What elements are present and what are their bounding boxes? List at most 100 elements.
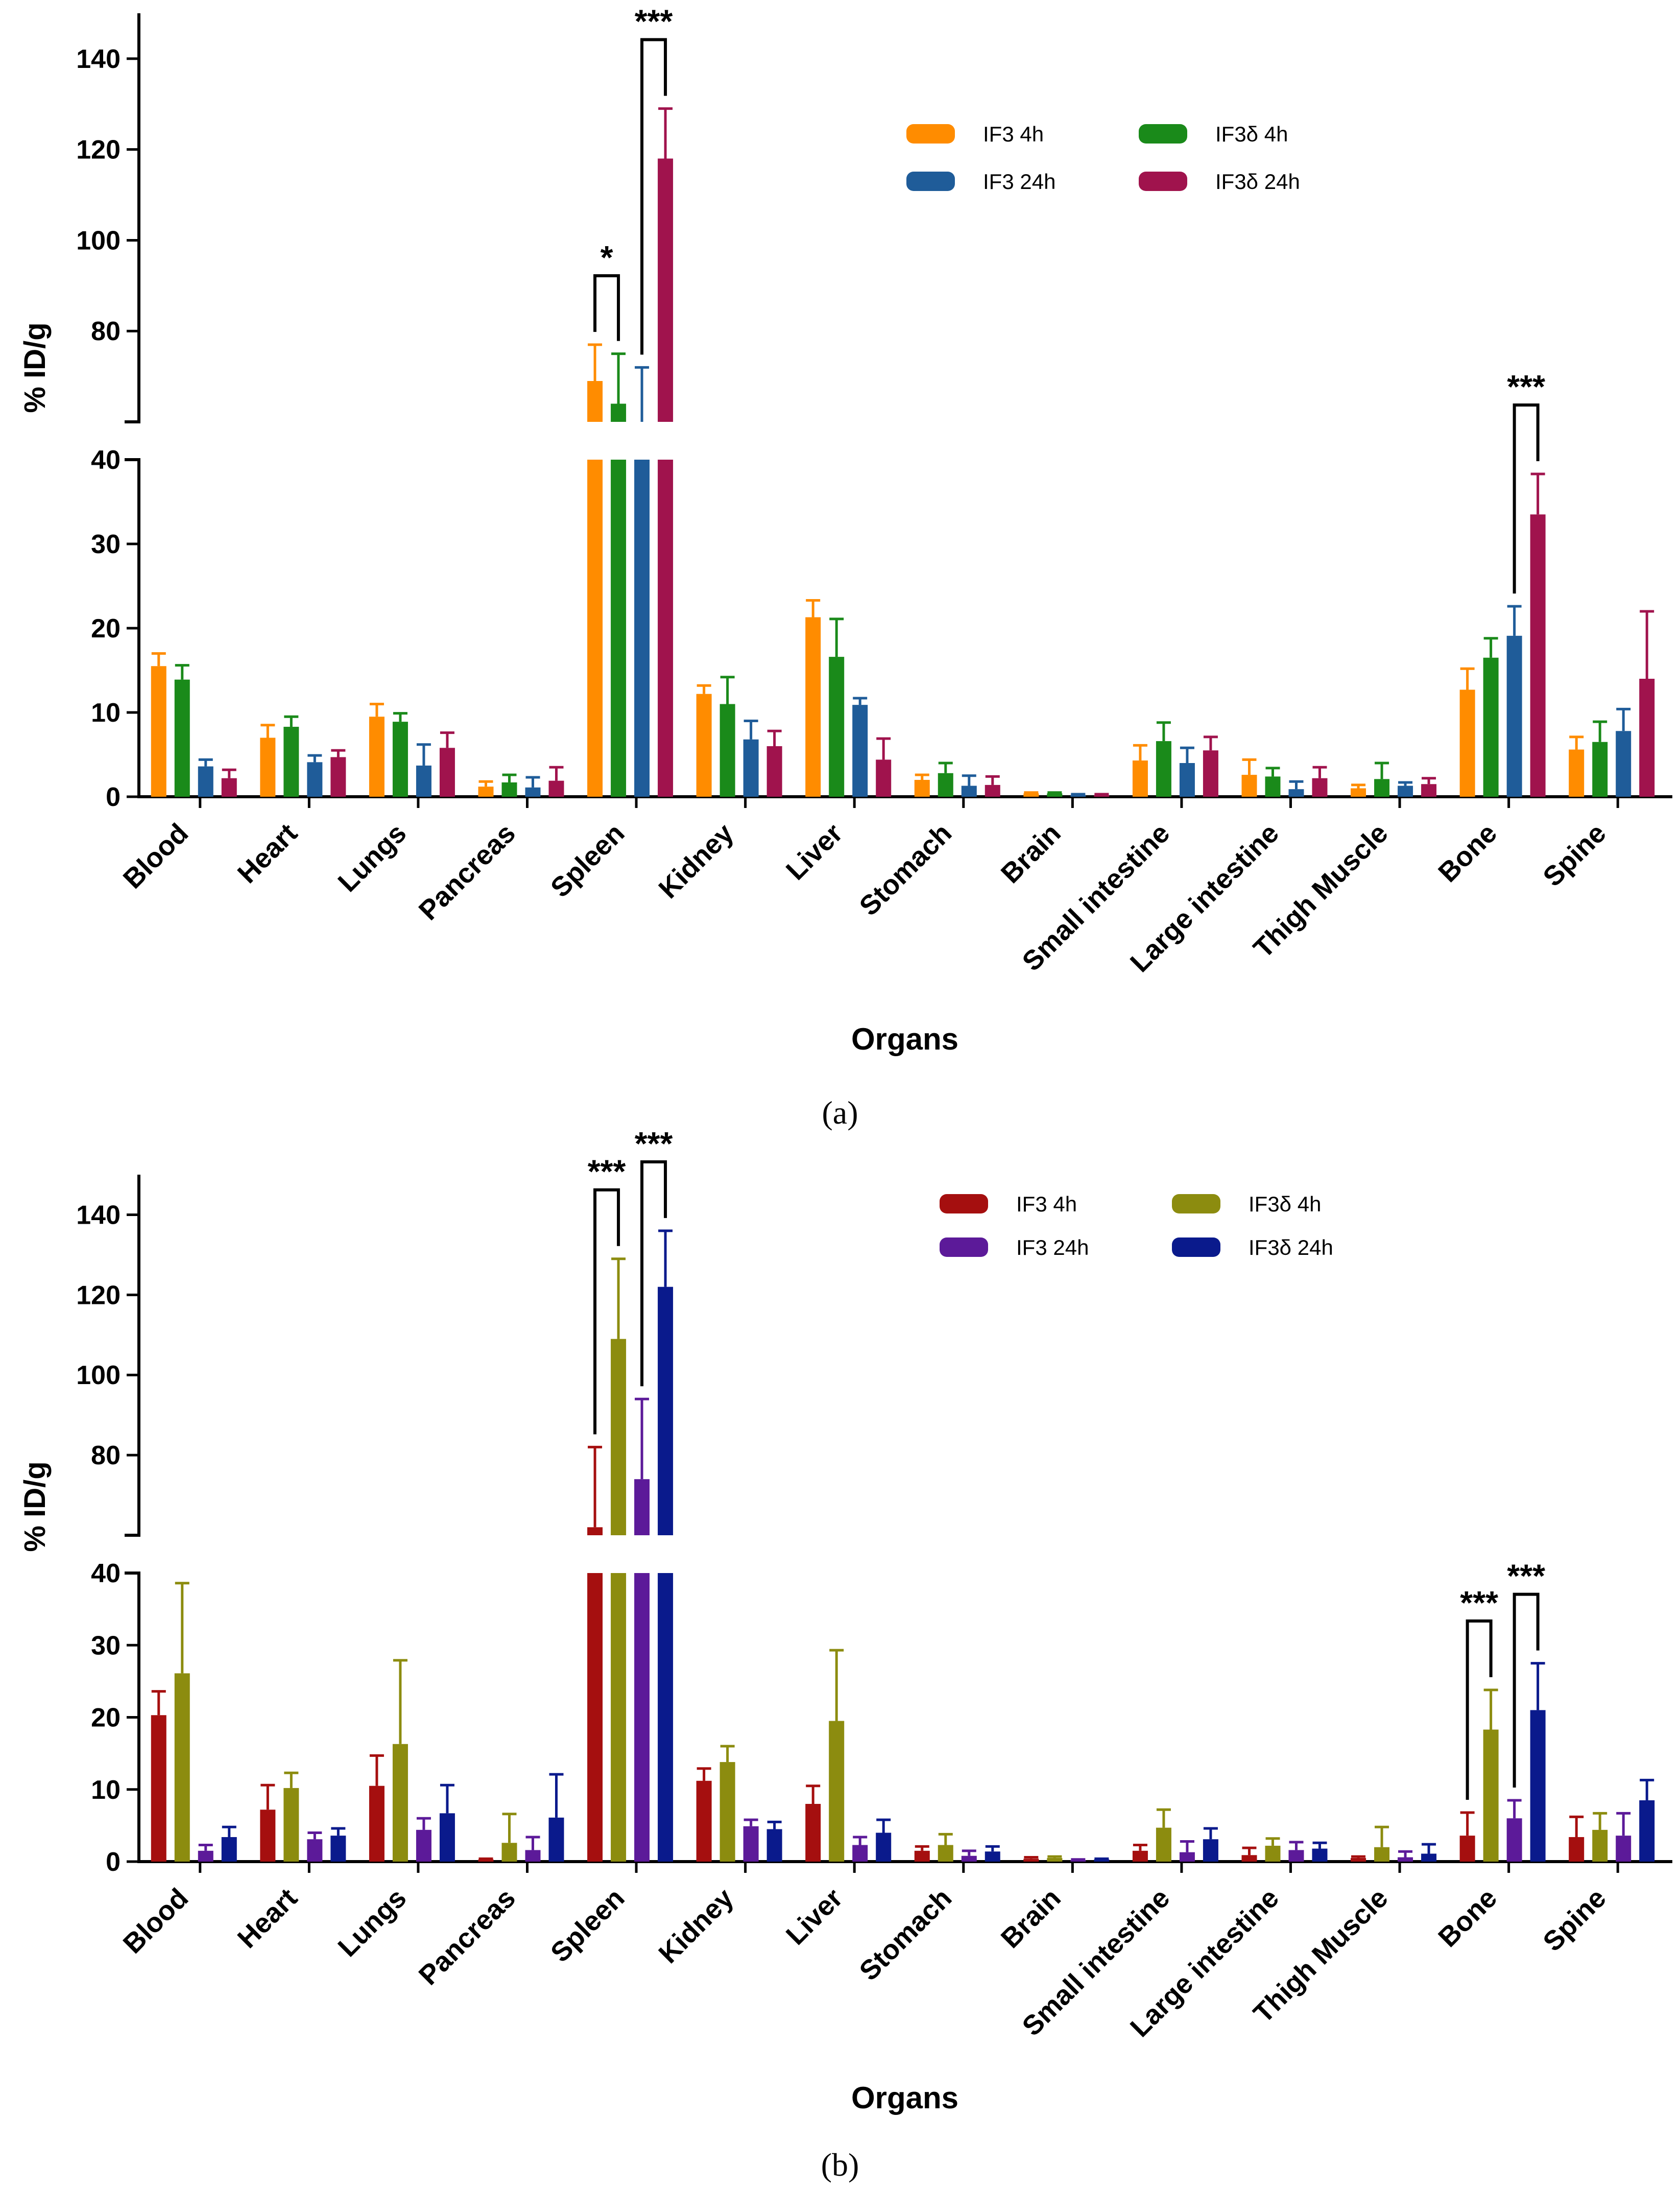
x-tick-label: Lungs	[332, 1883, 412, 1963]
significance-bracket	[640, 38, 667, 355]
bar-stomach	[914, 1850, 930, 1862]
significance-label: *	[601, 239, 613, 276]
bar-pancreas	[501, 1843, 517, 1862]
bar-pancreas	[548, 1817, 564, 1862]
y-tick-label: 120	[76, 1280, 121, 1310]
bar-lungs	[392, 1744, 408, 1862]
bar-spleen-upper	[587, 1527, 603, 1535]
bar-heart	[307, 1839, 323, 1862]
bar-small-intestine	[1132, 760, 1148, 797]
bar-lungs	[416, 765, 431, 797]
bar-heart	[260, 1810, 276, 1862]
bar-kidney	[719, 704, 735, 797]
bar-bone	[1506, 1818, 1522, 1862]
bar-thigh-muscle	[1421, 1853, 1437, 1862]
bar-thigh-muscle	[1351, 1858, 1366, 1862]
legend-swatch	[1139, 124, 1187, 144]
bar-spine	[1569, 749, 1585, 797]
bar-spine	[1616, 731, 1631, 797]
bar-spleen-lower	[587, 460, 603, 797]
bar-heart	[330, 1836, 346, 1862]
legend-swatch	[1172, 1194, 1220, 1213]
significance-label: ***	[588, 1153, 626, 1190]
chart-panel-a: 0 10 20 30 40 80 100 120 140 Blood Heart Lungs Pancr…	[18, 3, 1672, 1131]
legend-swatch	[1139, 172, 1187, 191]
bar-spine	[1639, 679, 1655, 797]
x-axis-title: Organs	[851, 1022, 958, 1056]
y-tick-label: 30	[91, 1631, 121, 1660]
y-tick-label: 100	[76, 1361, 121, 1390]
bar-spine	[1569, 1837, 1585, 1862]
bar-kidney	[743, 1826, 759, 1862]
bar-large-intestine	[1312, 778, 1328, 797]
x-tick-label: Kidney	[653, 1883, 739, 1969]
bar-liver	[829, 657, 845, 797]
bar-brain	[1094, 795, 1110, 797]
legend-label: IF3δ 4h	[1249, 1192, 1321, 1216]
bar-lungs	[439, 748, 455, 797]
bar-stomach	[961, 1855, 977, 1862]
bar-lungs	[369, 1786, 385, 1862]
bar-blood	[174, 1673, 190, 1862]
bar-liver	[852, 705, 868, 797]
bar-thigh-muscle	[1351, 788, 1366, 797]
bar-spleen-upper	[658, 1287, 674, 1535]
x-tick-label: Kidney	[653, 818, 739, 904]
bar-kidney	[719, 1762, 735, 1862]
y-tick-label: 10	[91, 1775, 121, 1805]
x-tick-label: Lungs	[332, 818, 412, 898]
x-tick-label: Pancreas	[413, 1883, 521, 1991]
bar-spine	[1616, 1836, 1631, 1862]
x-tick-label: Spine	[1537, 818, 1612, 892]
bar-spleen-lower	[587, 1573, 603, 1862]
y-tick-label: 30	[91, 530, 121, 559]
x-axis-title: Organs	[851, 2081, 958, 2115]
legend-swatch	[940, 1194, 988, 1213]
bar-spleen-lower	[611, 460, 627, 797]
significance-bracket	[1466, 1619, 1493, 1800]
bar-small-intestine	[1179, 1852, 1195, 1862]
bar-bone	[1530, 514, 1546, 797]
significance-label: ***	[635, 3, 673, 40]
y-tick-label: 140	[76, 44, 121, 74]
bar-kidney	[696, 694, 712, 797]
bar-large-intestine	[1312, 1848, 1328, 1862]
bar-small-intestine	[1203, 750, 1218, 797]
bar-spleen-upper	[634, 1479, 650, 1535]
bar-pancreas	[548, 780, 564, 797]
bar-pancreas	[501, 782, 517, 797]
significance-bracket	[1513, 403, 1540, 594]
x-tick-label: Blood	[117, 1883, 195, 1960]
bar-kidney	[696, 1780, 712, 1862]
bar-liver	[829, 1721, 845, 1862]
bar-thigh-muscle	[1398, 785, 1413, 797]
bar-bone	[1483, 1729, 1499, 1862]
bar-small-intestine	[1132, 1850, 1148, 1862]
bar-pancreas	[478, 1859, 494, 1862]
bar-blood	[151, 1715, 166, 1862]
y-tick-label: 120	[76, 135, 121, 165]
significance-label: ***	[1507, 1558, 1545, 1594]
bar-stomach	[914, 780, 930, 797]
bar-large-intestine	[1265, 776, 1281, 797]
legend-swatch	[906, 172, 955, 191]
x-tick-label: Stomach	[854, 818, 958, 922]
y-tick-label: 40	[91, 445, 121, 475]
legend-swatch	[940, 1237, 988, 1257]
bar-blood	[221, 1837, 237, 1862]
legend-label: IF3 24h	[1016, 1235, 1089, 1259]
bar-liver	[852, 1845, 868, 1862]
x-tick-label: Brain	[995, 818, 1067, 889]
x-tick-label: Liver	[780, 818, 849, 886]
bar-brain	[1047, 1858, 1063, 1862]
bar-stomach	[961, 785, 977, 797]
bar-lungs	[439, 1813, 455, 1862]
bar-spine	[1639, 1800, 1655, 1862]
bar-small-intestine	[1156, 741, 1171, 797]
bar-pancreas	[525, 787, 541, 797]
y-tick-label: 80	[91, 1441, 121, 1470]
legend-swatch	[1172, 1237, 1220, 1257]
significance-bracket	[640, 1160, 667, 1387]
bar-spine	[1592, 1829, 1608, 1862]
